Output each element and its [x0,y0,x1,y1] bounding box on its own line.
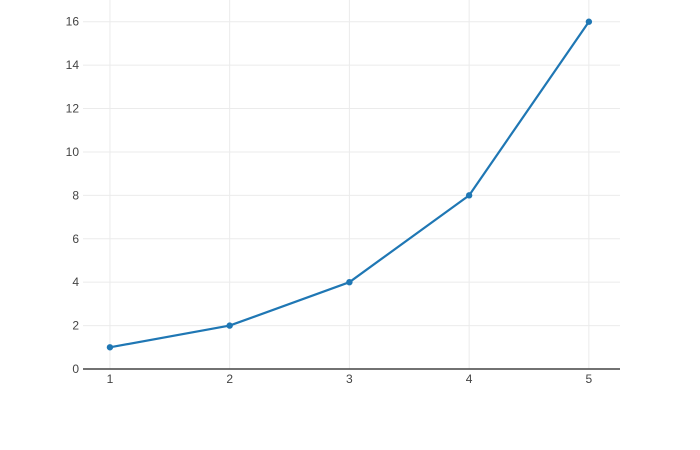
x-tick-label: 3 [346,372,353,386]
y-tick-label: 10 [66,145,80,159]
y-tick-label: 16 [66,15,80,29]
y-tick-label: 14 [66,58,80,72]
data-point-marker[interactable] [346,278,353,286]
x-tick-label: 1 [107,372,114,386]
y-tick-label: 12 [66,102,80,116]
x-tick-label: 4 [466,372,473,386]
y-tick-label: 6 [72,232,79,246]
data-point-marker[interactable] [585,18,593,25]
y-tick-label: 8 [72,188,79,202]
data-point-marker[interactable] [106,344,114,351]
y-tick-label: 2 [72,319,79,333]
y-tick-label: 0 [72,362,79,376]
y-tick-label: 4 [72,275,79,289]
x-tick-label: 2 [226,372,233,386]
data-point-marker[interactable] [226,322,233,329]
data-point-marker[interactable] [465,192,473,199]
x-tick-label: 5 [586,372,593,386]
